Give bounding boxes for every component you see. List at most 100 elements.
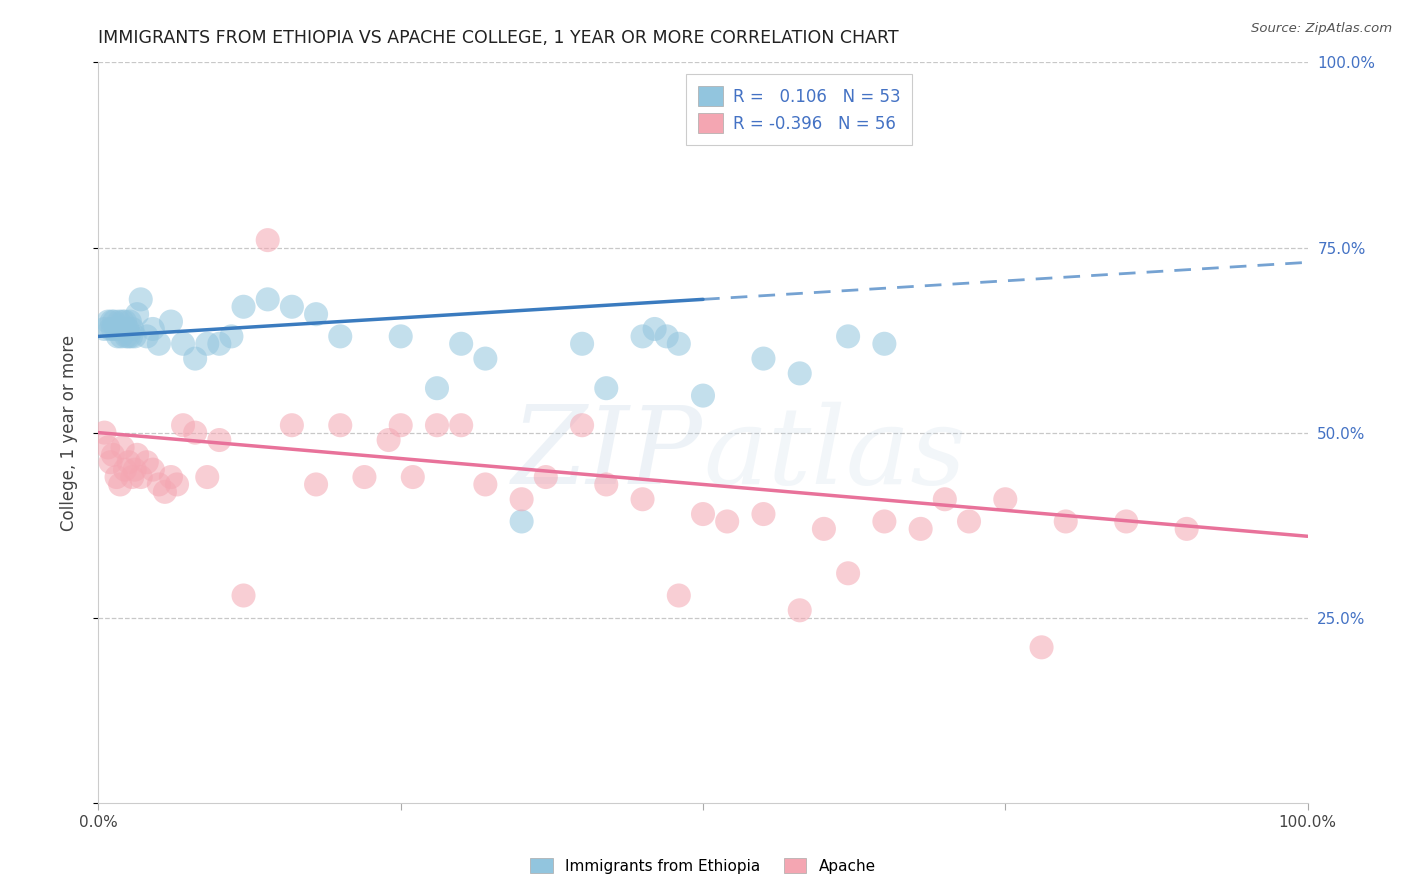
Point	[934, 492, 956, 507]
Point	[148, 477, 170, 491]
Point	[118, 314, 141, 328]
Point	[208, 336, 231, 351]
Point	[101, 322, 124, 336]
Point	[111, 314, 134, 328]
Point	[100, 322, 122, 336]
Point	[281, 300, 304, 314]
Point	[450, 418, 472, 433]
Point	[135, 329, 157, 343]
Point	[103, 314, 125, 328]
Legend: R =   0.106   N = 53, R = -0.396   N = 56: R = 0.106 N = 53, R = -0.396 N = 56	[686, 74, 912, 145]
Point	[129, 470, 152, 484]
Point	[232, 589, 254, 603]
Point	[160, 314, 183, 328]
Point	[474, 351, 496, 366]
Point	[837, 329, 859, 343]
Point	[1175, 522, 1198, 536]
Point	[100, 314, 122, 328]
Point	[111, 441, 134, 455]
Point	[692, 388, 714, 402]
Text: IMMIGRANTS FROM ETHIOPIA VS APACHE COLLEGE, 1 YEAR OR MORE CORRELATION CHART: IMMIGRANTS FROM ETHIOPIA VS APACHE COLLE…	[98, 29, 898, 47]
Point	[166, 477, 188, 491]
Point	[135, 455, 157, 469]
Point	[108, 322, 131, 336]
Point	[655, 329, 678, 343]
Point	[172, 336, 194, 351]
Point	[127, 448, 149, 462]
Point	[1031, 640, 1053, 655]
Point	[813, 522, 835, 536]
Point	[105, 322, 128, 336]
Point	[256, 293, 278, 307]
Point	[114, 462, 136, 476]
Point	[114, 314, 136, 328]
Point	[160, 470, 183, 484]
Y-axis label: College, 1 year or more: College, 1 year or more	[59, 334, 77, 531]
Text: atlas: atlas	[703, 402, 966, 508]
Point	[305, 477, 328, 491]
Point	[668, 589, 690, 603]
Point	[668, 336, 690, 351]
Point	[752, 351, 775, 366]
Point	[957, 515, 980, 529]
Point	[97, 441, 120, 455]
Point	[631, 329, 654, 343]
Point	[1054, 515, 1077, 529]
Point	[184, 425, 207, 440]
Point	[105, 470, 128, 484]
Point	[474, 477, 496, 491]
Point	[129, 293, 152, 307]
Point	[873, 336, 896, 351]
Point	[118, 329, 141, 343]
Point	[221, 329, 243, 343]
Point	[329, 418, 352, 433]
Point	[232, 300, 254, 314]
Point	[692, 507, 714, 521]
Text: ZIP: ZIP	[512, 402, 703, 508]
Legend: Immigrants from Ethiopia, Apache: Immigrants from Ethiopia, Apache	[524, 852, 882, 880]
Point	[93, 322, 115, 336]
Point	[1115, 515, 1137, 529]
Point	[142, 322, 165, 336]
Point	[510, 492, 533, 507]
Point	[195, 336, 218, 351]
Point	[124, 462, 146, 476]
Point	[305, 307, 328, 321]
Point	[329, 329, 352, 343]
Point	[256, 233, 278, 247]
Point	[107, 329, 129, 343]
Point	[426, 381, 449, 395]
Point	[789, 367, 811, 381]
Point	[644, 322, 666, 336]
Point	[631, 492, 654, 507]
Point	[100, 455, 122, 469]
Point	[93, 425, 115, 440]
Point	[112, 322, 135, 336]
Point	[595, 381, 617, 395]
Point	[571, 336, 593, 351]
Point	[571, 418, 593, 433]
Point	[110, 329, 132, 343]
Point	[184, 351, 207, 366]
Point	[153, 484, 176, 499]
Point	[426, 418, 449, 433]
Point	[595, 477, 617, 491]
Point	[118, 455, 141, 469]
Point	[101, 448, 124, 462]
Point	[450, 336, 472, 351]
Point	[124, 329, 146, 343]
Point	[108, 477, 131, 491]
Point	[97, 314, 120, 328]
Point	[172, 418, 194, 433]
Point	[910, 522, 932, 536]
Point	[873, 515, 896, 529]
Point	[994, 492, 1017, 507]
Point	[142, 462, 165, 476]
Text: Source: ZipAtlas.com: Source: ZipAtlas.com	[1251, 22, 1392, 36]
Point	[115, 329, 138, 343]
Point	[195, 470, 218, 484]
Point	[377, 433, 399, 447]
Point	[121, 322, 143, 336]
Point	[789, 603, 811, 617]
Point	[117, 322, 139, 336]
